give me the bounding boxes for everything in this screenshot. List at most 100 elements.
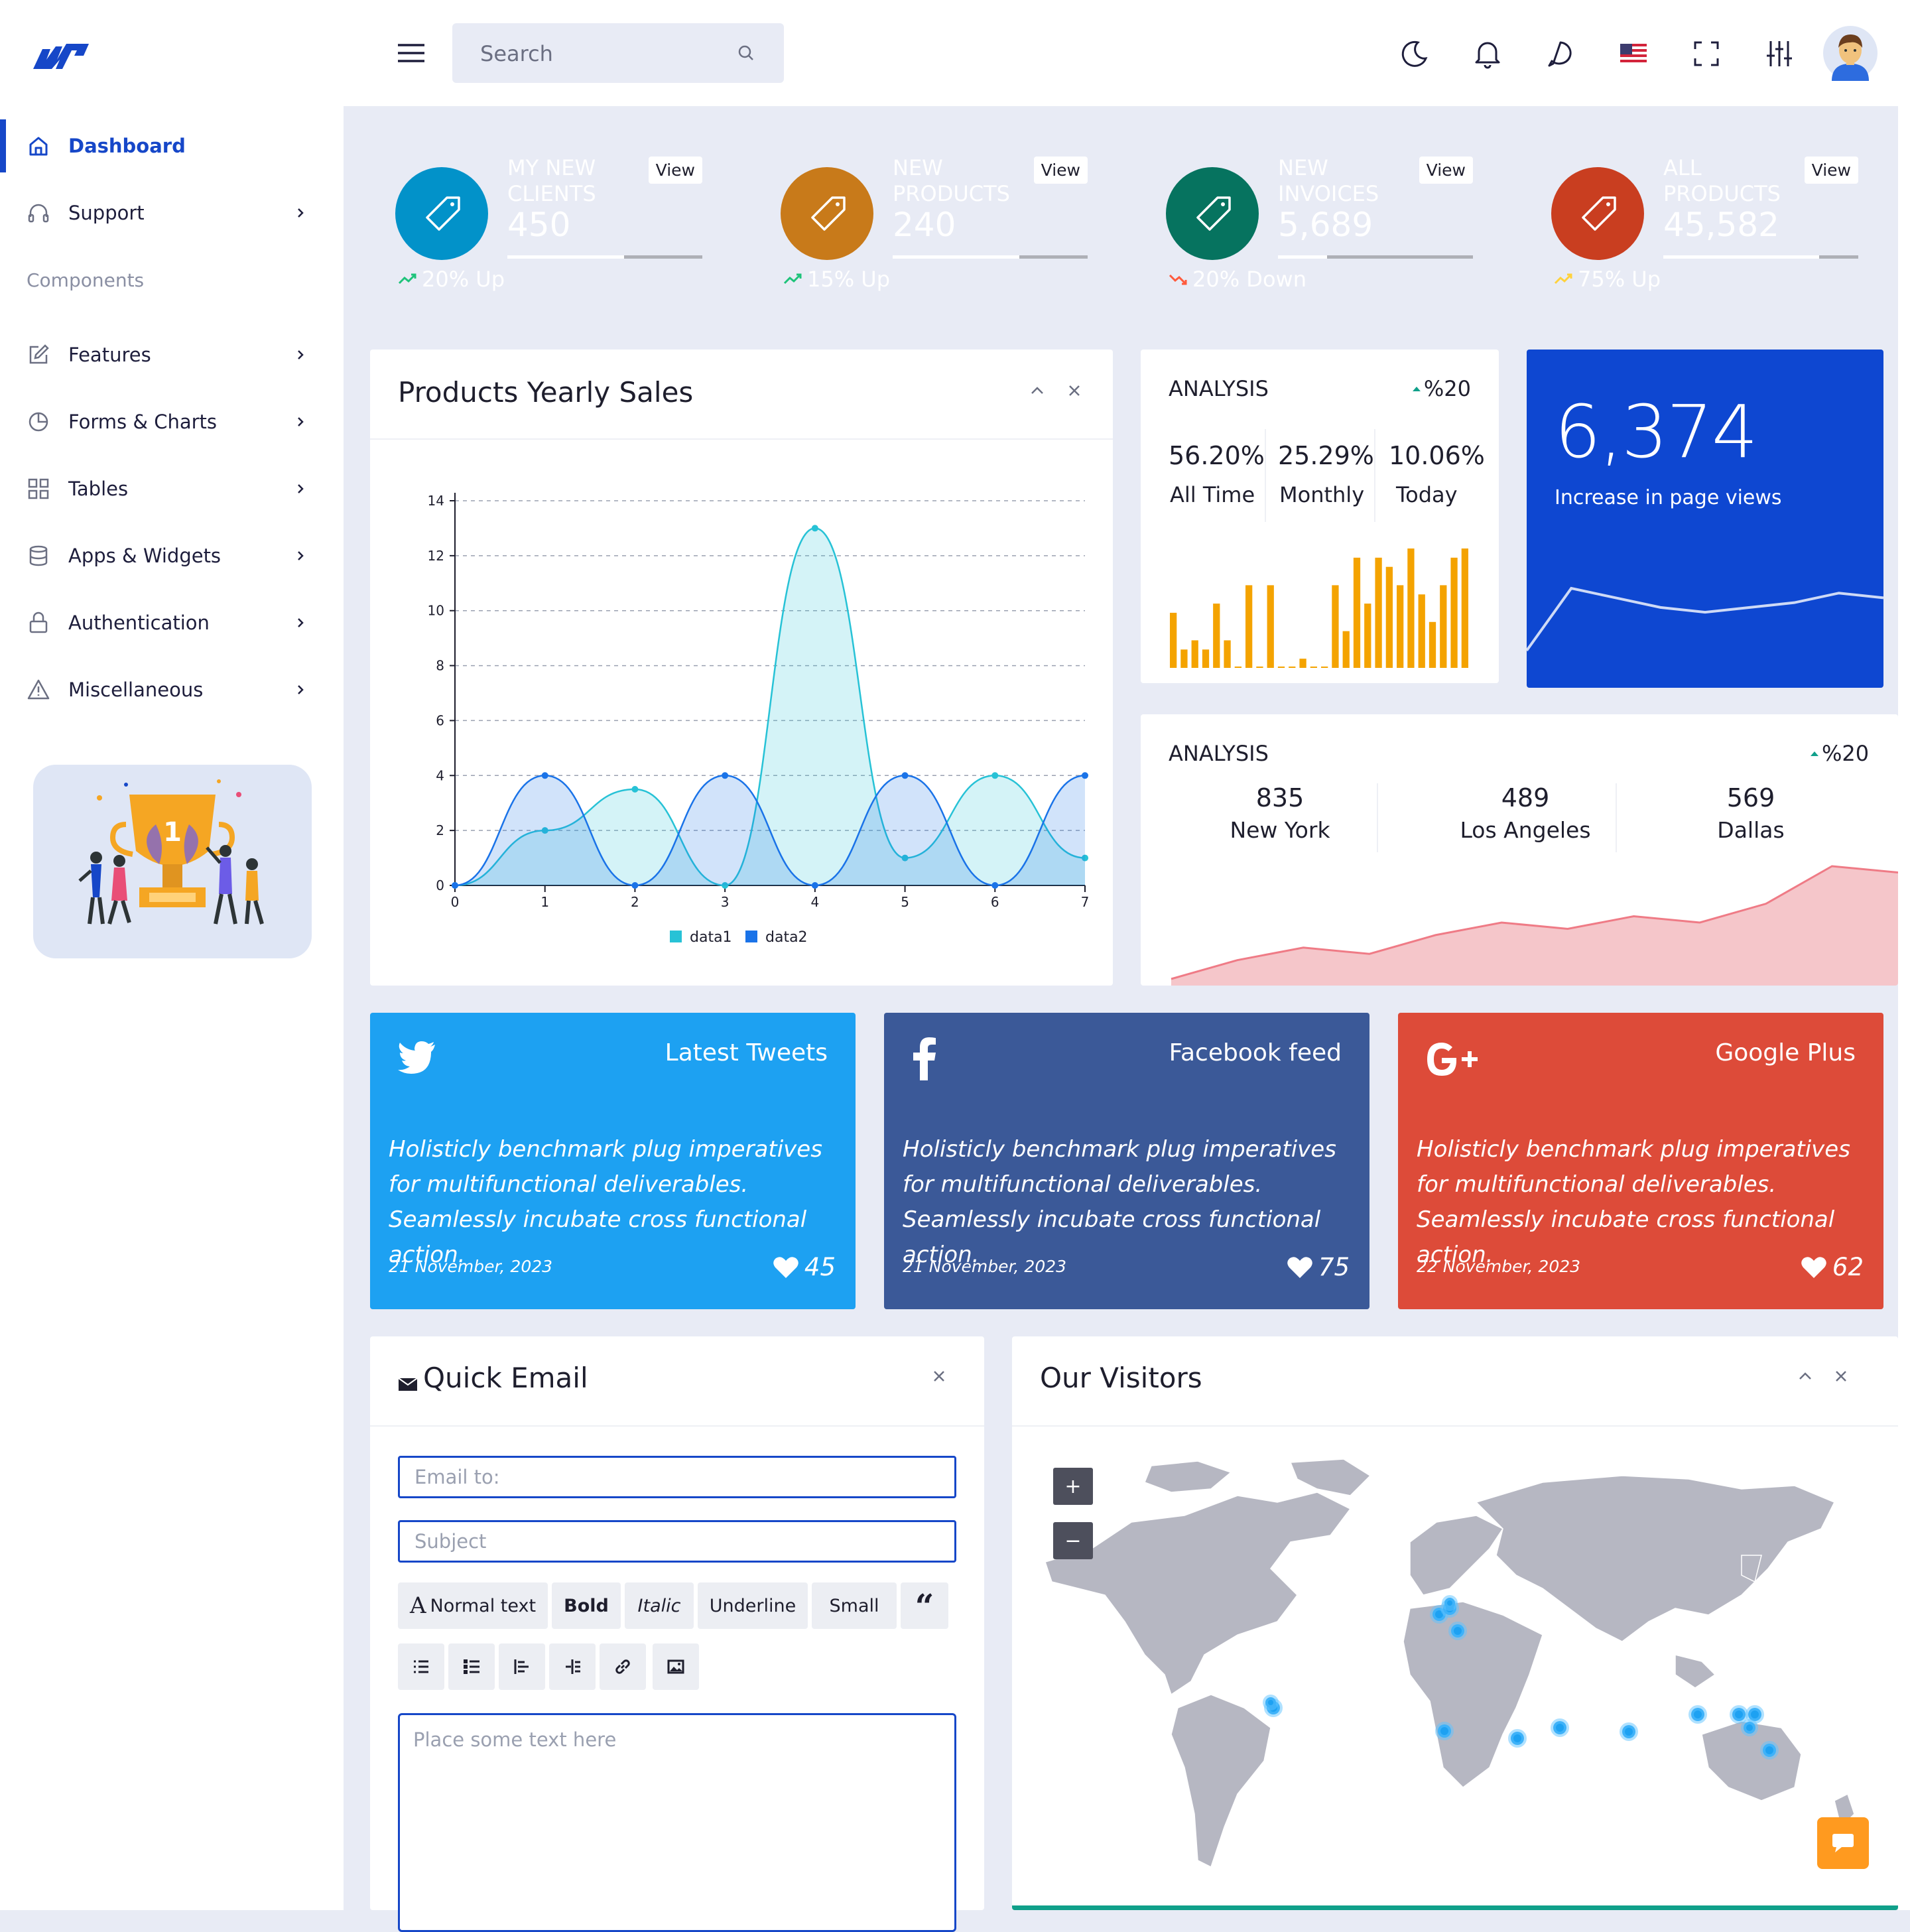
price-tag-icon <box>1196 196 1231 231</box>
settings-sliders-icon[interactable] <box>1763 37 1796 70</box>
outdent-button[interactable] <box>499 1643 545 1690</box>
trend-up-icon <box>1554 273 1572 285</box>
data-point-data1[interactable] <box>1082 854 1088 862</box>
chevron-right-icon <box>298 551 304 560</box>
sparkline-path <box>1527 586 1883 652</box>
legend-swatch <box>745 931 757 942</box>
insert-link-button[interactable] <box>600 1643 646 1690</box>
analysis-bar <box>1267 585 1274 668</box>
normal-text-button[interactable]: A Normal text <box>398 1582 548 1629</box>
view-button[interactable]: View <box>1033 157 1088 184</box>
brand-logo[interactable] <box>33 40 89 70</box>
y-tick-label: 10 <box>428 603 444 619</box>
data-point-data1[interactable] <box>631 786 639 793</box>
underline-button[interactable]: Underline <box>698 1582 808 1629</box>
social-card-likes[interactable]: 45 <box>773 1253 836 1281</box>
search-icon[interactable] <box>736 43 756 63</box>
subject-input[interactable] <box>398 1520 956 1563</box>
email-to-input[interactable] <box>398 1456 956 1498</box>
social-card-title: Google Plus <box>1715 1039 1856 1066</box>
social-card-likes[interactable]: 75 <box>1287 1253 1350 1281</box>
map-zoom-out-button[interactable]: − <box>1053 1522 1093 1559</box>
collapse-chevron-icon[interactable] <box>1025 379 1049 403</box>
database-icon <box>29 545 48 566</box>
data-point-data1[interactable] <box>541 827 548 834</box>
social-card-likes[interactable]: 62 <box>1801 1253 1864 1281</box>
legend-label[interactable]: data2 <box>765 929 808 946</box>
page-views-card: 6,374 Increase in page views <box>1527 350 1883 688</box>
analysis-bar <box>1289 667 1296 668</box>
stat-progress-track <box>1663 255 1858 259</box>
social-card-text: Holisticly benchmark plug imperatives fo… <box>903 1136 1336 1268</box>
sidebar-item-authentication[interactable]: Authentication <box>0 596 344 649</box>
unordered-list-button[interactable] <box>398 1643 444 1690</box>
bold-button[interactable]: Bold <box>552 1582 621 1629</box>
chat-bubble-icon[interactable] <box>1544 37 1577 70</box>
sidebar-item-tables[interactable]: Tables <box>0 462 344 515</box>
email-body-textarea[interactable] <box>398 1713 956 1932</box>
notification-bell-icon[interactable] <box>1471 37 1504 70</box>
sidebar-item-dashboard[interactable]: Dashboard <box>0 119 344 172</box>
data-point-data1[interactable] <box>811 525 818 532</box>
social-card-title: Latest Tweets <box>665 1039 828 1066</box>
map-zoom-in-button[interactable]: + <box>1053 1468 1093 1505</box>
close-icon[interactable] <box>1829 1364 1853 1388</box>
font-glyph: A <box>409 1592 426 1619</box>
floating-chat-button[interactable] <box>1817 1817 1869 1869</box>
sidebar-item-apps-widgets[interactable]: Apps & Widgets <box>0 529 344 582</box>
data-point-data2[interactable] <box>811 882 818 889</box>
city-label-los-angeles: Los Angeles <box>1460 817 1591 843</box>
stat-icon-circle <box>781 167 873 260</box>
user-avatar[interactable] <box>1822 25 1878 81</box>
data-point-data2[interactable] <box>631 882 639 889</box>
data-point-data2[interactable] <box>541 772 548 779</box>
analysis-bar <box>1234 667 1242 668</box>
analysis-title: ANALYSIS <box>1169 376 1269 401</box>
data-point-data1[interactable] <box>901 854 909 862</box>
sidebar-item-miscellaneous[interactable]: Miscellaneous <box>0 663 344 716</box>
close-icon[interactable] <box>1062 379 1086 403</box>
view-button[interactable]: View <box>648 157 702 184</box>
hamburger-menu-icon[interactable] <box>397 40 426 66</box>
trend-label: 15% Up <box>807 267 891 292</box>
data-point-data2[interactable] <box>452 882 458 889</box>
data-point-data1[interactable] <box>722 882 729 889</box>
close-icon[interactable] <box>927 1364 951 1388</box>
collapse-chevron-icon[interactable] <box>1793 1364 1817 1388</box>
sidebar-item-label: Authentication <box>68 612 210 634</box>
data-point-data2[interactable] <box>901 772 909 779</box>
italic-button[interactable]: Italic <box>625 1582 694 1629</box>
blockquote-button[interactable]: “ <box>901 1582 948 1629</box>
x-tick-label: 0 <box>451 894 460 910</box>
analysis-bar <box>1440 585 1447 668</box>
indent-button[interactable] <box>549 1643 596 1690</box>
insert-image-button[interactable] <box>653 1643 699 1690</box>
analysis-bar <box>1310 667 1317 668</box>
city-value-los-angeles: 489 <box>1501 783 1550 812</box>
data-point-data2[interactable] <box>722 772 729 779</box>
edit-icon <box>29 344 49 364</box>
world-map[interactable] <box>1039 1456 1874 1900</box>
sidebar-item-label: Features <box>68 344 151 366</box>
legend-label[interactable]: data1 <box>690 929 732 946</box>
sidebar-item-support[interactable]: Support <box>0 186 344 239</box>
chevron-right-icon <box>298 618 304 627</box>
view-button[interactable]: View <box>1804 157 1858 184</box>
sidebar-item-features[interactable]: Features <box>0 328 344 381</box>
view-button[interactable]: View <box>1419 157 1473 184</box>
dark-mode-moon-icon[interactable] <box>1398 37 1431 70</box>
data-point-data2[interactable] <box>991 882 999 889</box>
panel-divider <box>370 438 1113 440</box>
indent-icon <box>566 1659 580 1674</box>
chevron-right-icon <box>298 417 304 426</box>
ordered-list-button[interactable] <box>448 1643 495 1690</box>
small-button[interactable]: Small <box>812 1582 897 1629</box>
us-flag-icon[interactable] <box>1617 37 1650 70</box>
sidebar-item-forms-charts[interactable]: Forms & Charts <box>0 395 344 448</box>
trend-up-icon <box>398 273 416 285</box>
data-point-data2[interactable] <box>1082 772 1088 779</box>
fullscreen-icon[interactable] <box>1690 37 1723 70</box>
data-point-data1[interactable] <box>991 772 999 779</box>
search-input[interactable] <box>479 38 733 70</box>
stat-value: 5,689 <box>1278 206 1373 244</box>
